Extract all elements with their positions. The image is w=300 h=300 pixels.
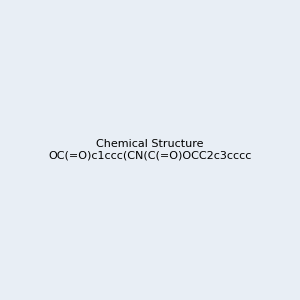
Text: Chemical Structure
OC(=O)c1ccc(CN(C(=O)OCC2c3cccc: Chemical Structure OC(=O)c1ccc(CN(C(=O)O… (48, 139, 252, 161)
